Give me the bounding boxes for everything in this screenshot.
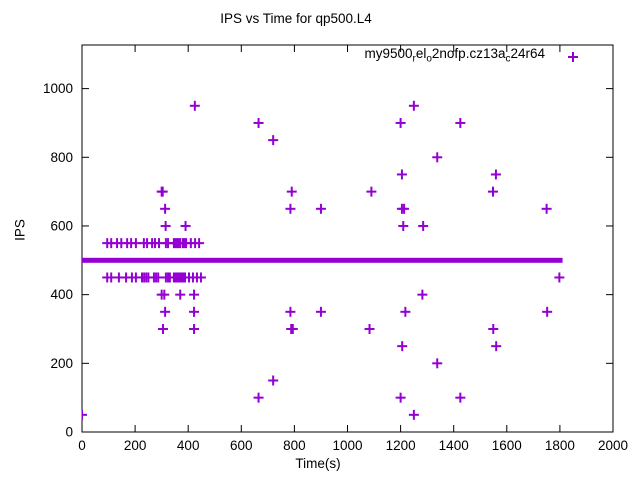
legend-subscript: r	[412, 53, 416, 65]
y-tick-label: 800	[50, 150, 73, 165]
axis-ticks	[81, 45, 614, 433]
x-tick-label: 1000	[332, 438, 362, 453]
chart-title: IPS vs Time for qp500.L4	[220, 11, 372, 26]
y-tick-label: 600	[50, 218, 73, 233]
x-tick-label: 2000	[598, 438, 628, 453]
x-tick-label: 200	[124, 438, 147, 453]
data-layer	[81, 100, 565, 420]
legend-text: el	[415, 46, 427, 61]
x-tick-label: 1400	[439, 438, 469, 453]
y-tick-label: 400	[50, 287, 73, 302]
y-tick-label: 200	[50, 356, 73, 371]
legend-text: 24r64	[510, 46, 545, 61]
legend-plus-marker-icon	[568, 52, 578, 62]
y-tick-label: 0	[65, 425, 73, 440]
x-axis-label: Time(s)	[295, 456, 341, 471]
ips-500-band	[82, 257, 563, 263]
x-tick-label: 1800	[545, 438, 575, 453]
legend-text: 2nofp.cz13a	[431, 46, 506, 61]
x-tick-label: 600	[230, 438, 253, 453]
x-tick-label: 0	[78, 438, 86, 453]
x-tick-label: 1200	[386, 438, 416, 453]
legend-subscript: o	[426, 53, 432, 65]
axis-tick-labels: 0 200 400 600 800 1000 1200 1400 1600 1800 2000 0 20…	[43, 81, 628, 453]
y-tick-label: 1000	[43, 81, 73, 96]
legend-subscript: c	[505, 53, 511, 65]
x-tick-label: 800	[283, 438, 306, 453]
plot-border	[81, 44, 614, 433]
x-tick-label: 1600	[492, 438, 522, 453]
scatter-points	[81, 100, 565, 420]
x-tick-label: 400	[177, 438, 200, 453]
